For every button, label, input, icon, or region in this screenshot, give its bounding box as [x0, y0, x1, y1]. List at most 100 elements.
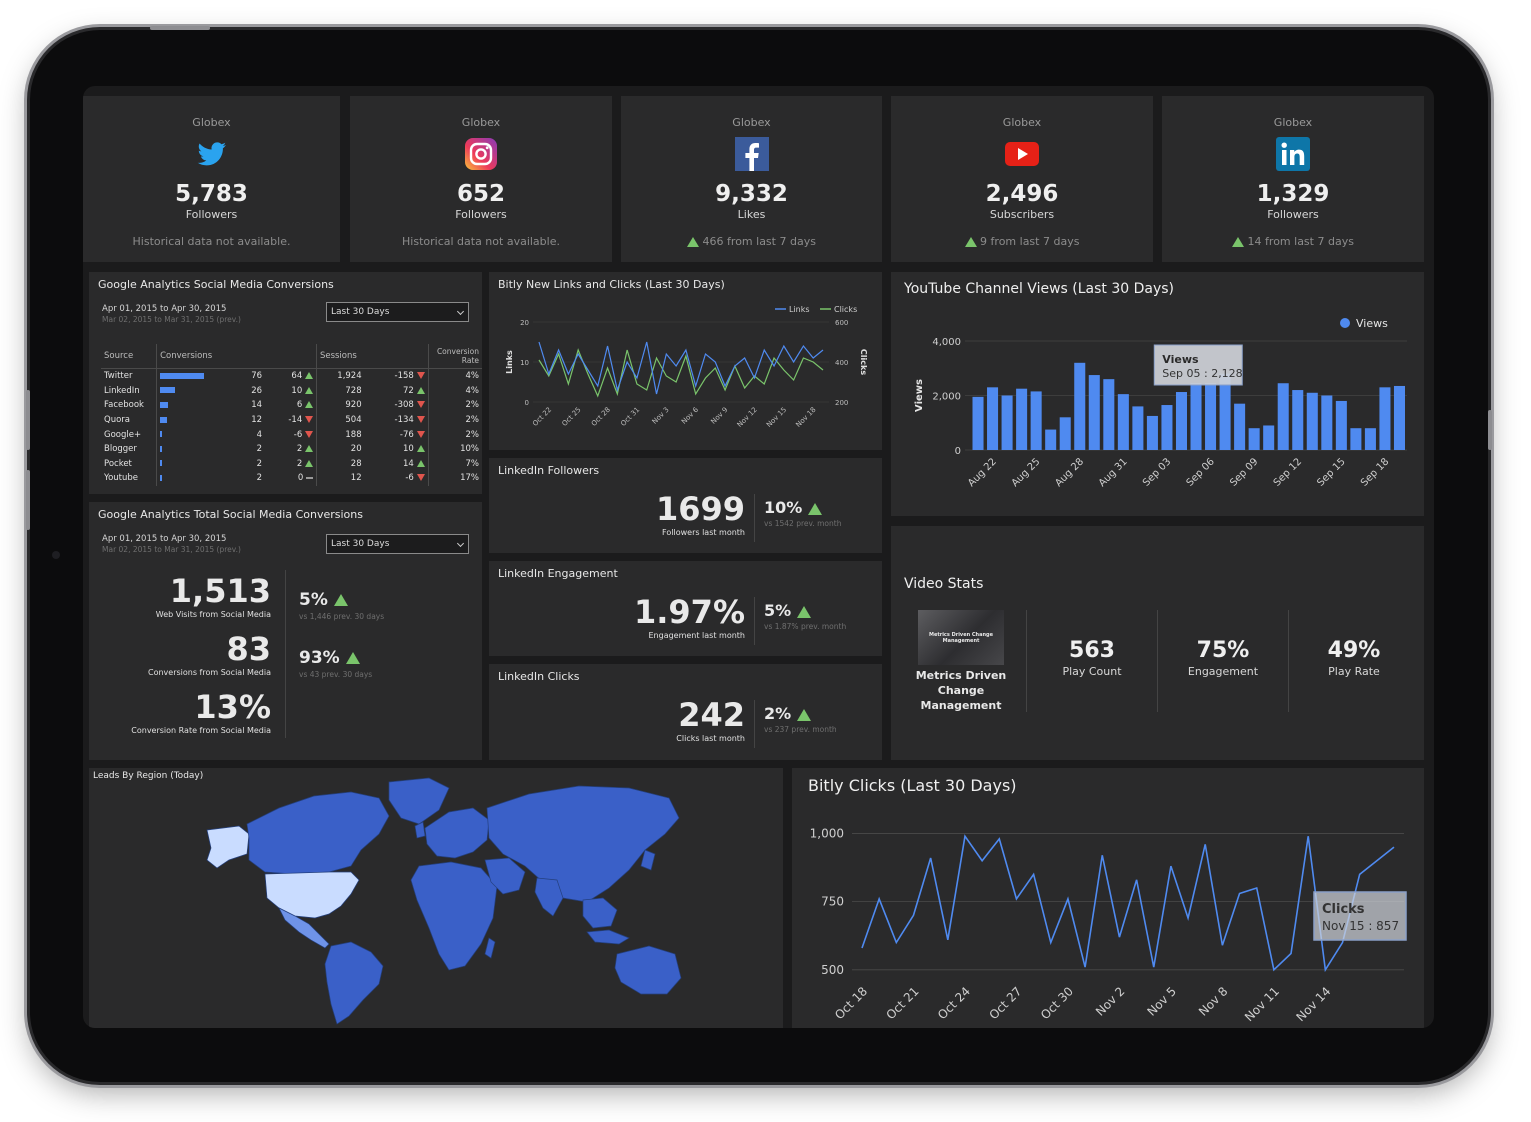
x-tick: Aug 31: [1097, 456, 1130, 489]
cell-conv-delta: -6: [293, 429, 303, 440]
cell-sess-delta: -308: [394, 400, 414, 411]
card-value: 1,329: [1256, 181, 1330, 207]
bar-sep-17: [1364, 428, 1376, 450]
power-button: [150, 26, 210, 30]
card-unit: Followers: [1267, 208, 1319, 221]
cell-sessions: 12: [315, 471, 365, 486]
followers-change: 10% vs 1542 prev. month: [764, 498, 842, 528]
engagement-change: 5% vs 1.87% prev. month: [764, 601, 847, 631]
x-tick: Nov 8: [1196, 984, 1231, 1019]
card-value: 5,783: [175, 181, 248, 207]
x-tick: Sep 06: [1185, 456, 1217, 488]
cell-conv-delta: 2: [296, 444, 303, 455]
side-button: [1488, 410, 1492, 450]
links-clicks-chart: Links Clicks 20 10 0 600 400 200 Links Clicks Oct …: [505, 305, 868, 429]
card-unit: Followers: [455, 208, 507, 221]
region-middle-east: [484, 857, 526, 895]
x-tick: Nov 18: [794, 406, 817, 429]
bar-sep-14: [1321, 395, 1333, 450]
region-africa: [410, 861, 498, 971]
legend-views: Views: [1356, 317, 1388, 330]
card-note: Historical data not available.: [402, 235, 560, 248]
x-tick: Oct 25: [560, 406, 582, 428]
cell-source: Blogger: [104, 444, 137, 455]
card-org: Globex: [461, 116, 501, 129]
engagement-stat: 75% Engagement: [1187, 638, 1259, 678]
bar-aug-31: [1117, 394, 1129, 450]
cell-sessions: 188: [315, 427, 365, 442]
trend-down-icon: [416, 372, 425, 380]
trend-down-icon: [304, 430, 313, 438]
bitly-clicks-panel: Bitly Clicks (Last 30 Days) 1,000 750 500 O…: [792, 768, 1424, 1028]
x-tick: Oct 24: [935, 984, 973, 1022]
bar-sep-15: [1335, 400, 1347, 450]
trend-up-icon: [304, 445, 313, 453]
card-note: 14 from last 7 days: [1162, 235, 1424, 248]
trend-flat-icon: [305, 476, 313, 479]
cell-sessions: 1,924: [315, 368, 365, 384]
cell-sessions: 728: [315, 383, 365, 399]
cell-source: Google+: [104, 429, 142, 440]
bitly-clicks-chart: 1,000 750 500 Oct 18 Oct 21 Oct 24 Oct 27 Oct 3…: [810, 826, 1407, 1024]
col-sessions: Sessions: [315, 344, 428, 369]
period-select[interactable]: Last 30 Days: [326, 302, 469, 322]
table-row: Quora 12 -14 504 -134 2%: [101, 412, 482, 428]
linkedin-card: Globex 1,329 Followers 14 from last 7 da…: [1162, 96, 1424, 262]
trend-up-icon: [807, 502, 822, 515]
region-australia: [614, 945, 682, 995]
youtube-card: Globex 2,496 Subscribers 9 from last 7 d…: [891, 96, 1153, 262]
table-row: Facebook 14 6 920 -308 2%: [101, 398, 482, 413]
instagram-icon: [465, 138, 497, 170]
panel-title: Bitly New Links and Clicks (Last 30 Days…: [498, 278, 725, 291]
video-thumbnail[interactable]: Metrics Driven Change Management: [918, 610, 1004, 665]
bar-aug-25: [1030, 391, 1042, 450]
bar-sep-06: [1205, 383, 1217, 450]
tooltip-value: Nov 15 : 857: [1322, 919, 1399, 933]
period-select[interactable]: Last 30 Days: [326, 534, 469, 554]
cell-sessions: 28: [315, 456, 365, 472]
y-tick: 750: [821, 895, 844, 909]
cell-rate: 4%: [427, 383, 482, 399]
region-uk: [414, 821, 426, 839]
y-tick: 0: [955, 446, 961, 457]
cell-rate: 2%: [427, 427, 482, 442]
trend-down-icon: [416, 416, 425, 424]
table-row: LinkedIn 26 10 728 72 4%: [101, 383, 482, 399]
volume-button: [26, 390, 30, 450]
bar-aug-23: [1001, 395, 1013, 450]
x-tick: Oct 28: [590, 406, 612, 428]
bar-sep-11: [1277, 383, 1289, 450]
bar-sep-05: [1190, 383, 1202, 450]
cell-rate: 17%: [427, 471, 482, 486]
bar-sep-13: [1306, 392, 1318, 450]
col-conversions: Conversions: [156, 344, 317, 369]
bar-sep-07: [1219, 373, 1231, 450]
card-value: 652: [456, 181, 505, 207]
x-tick: Nov 6: [680, 405, 700, 425]
legend-clicks: Clicks: [834, 305, 857, 314]
trend-up-icon: [796, 605, 811, 618]
y-right-tick: 200: [835, 399, 848, 407]
bar-aug-21: [972, 396, 984, 450]
region-europe: [424, 807, 490, 859]
cell-conv-delta: 64: [291, 371, 303, 382]
card-org: Globex: [732, 116, 771, 129]
trend-up-icon: [964, 237, 977, 247]
bar-sep-18: [1379, 387, 1391, 450]
facebook-card: Globex 9,332 Likes 466 from last 7 days: [621, 96, 882, 262]
x-tick: Sep 12: [1272, 456, 1304, 488]
ga-total-panel: Google Analytics Total Social Media Conv…: [89, 502, 482, 760]
trend-down-icon: [416, 401, 425, 409]
conversion-bar: [160, 445, 163, 452]
cell-source: Facebook: [104, 400, 144, 411]
region-usa: [264, 871, 360, 919]
web-visits-stat: 1,513 Web Visits from Social Media: [155, 572, 271, 619]
cell-conv-delta: -14: [288, 415, 303, 426]
trend-down-icon: [304, 416, 313, 424]
bar-sep-12: [1292, 390, 1304, 450]
divider: [754, 700, 755, 748]
bar-aug-29: [1088, 375, 1100, 450]
cell-conversions: 2: [256, 444, 263, 455]
bar-aug-27: [1059, 417, 1071, 450]
card-note: Historical data not available.: [132, 235, 291, 248]
